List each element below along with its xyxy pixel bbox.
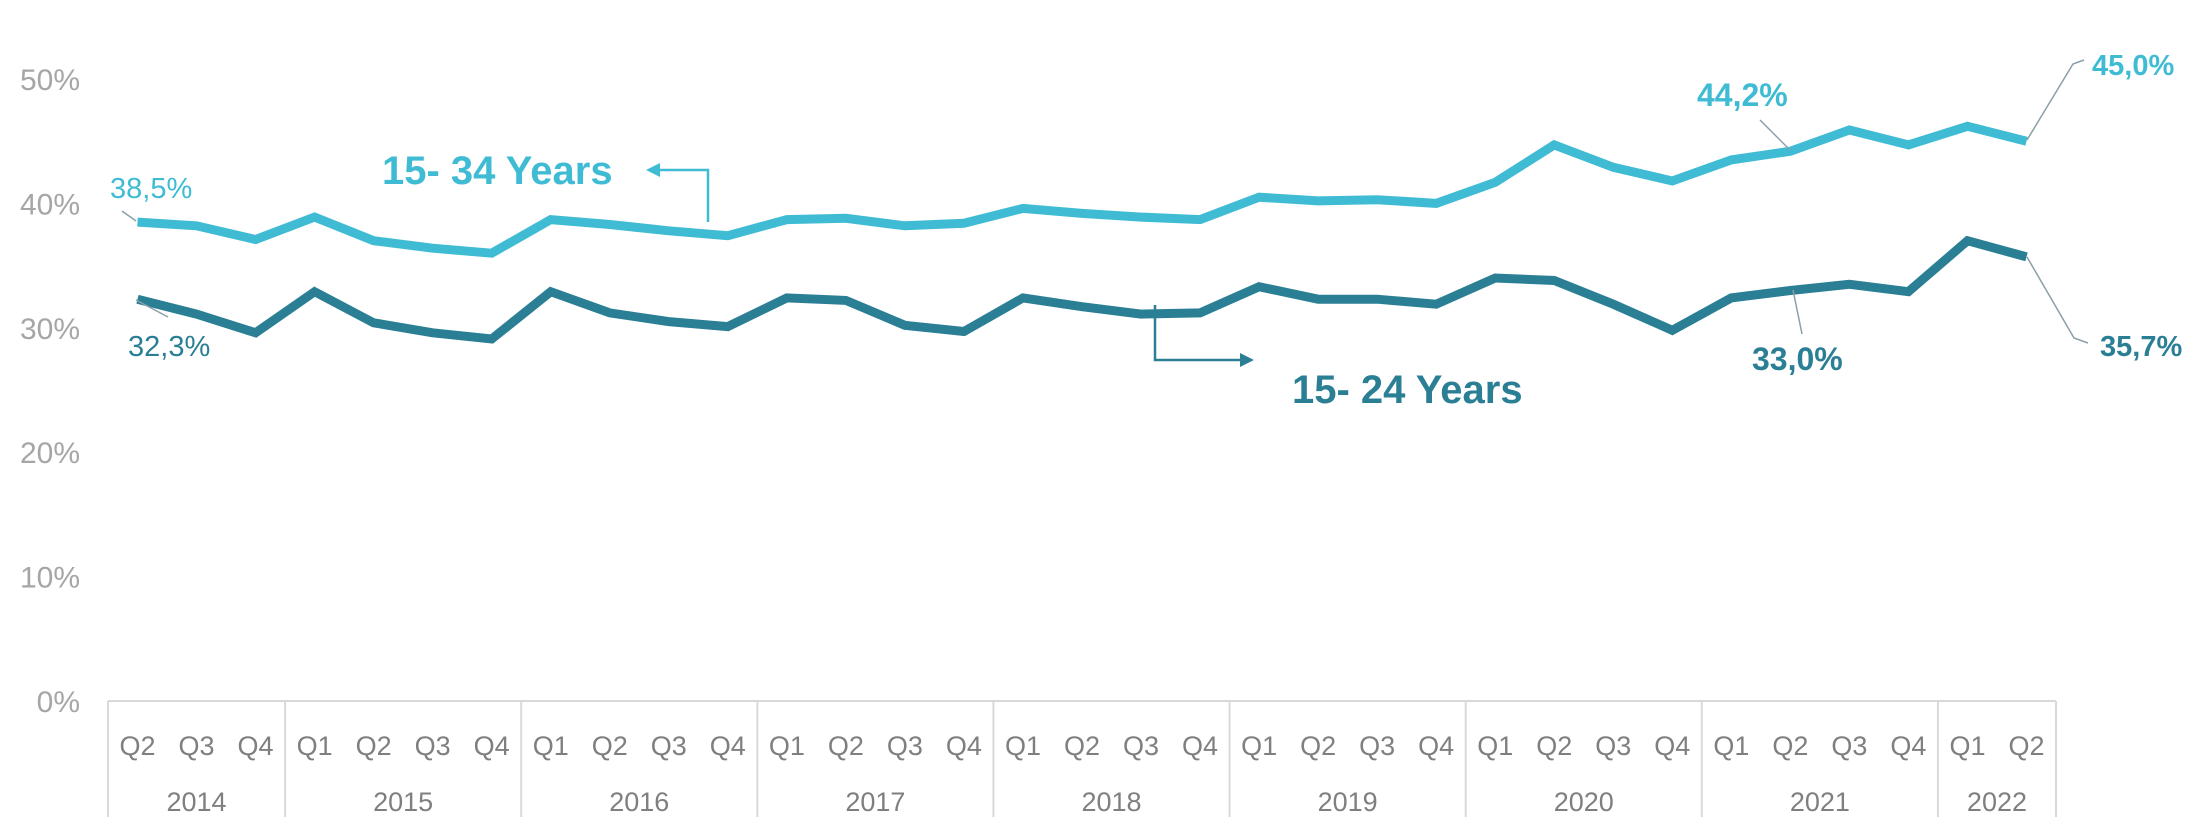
- x-year-label: 2018: [1081, 787, 1141, 817]
- x-tick-label: Q1: [533, 731, 569, 761]
- x-tick-label: Q4: [474, 731, 510, 761]
- series-line-15-34: [137, 121, 2028, 258]
- x-year-label: 2016: [609, 787, 669, 817]
- data-label-15-24-first: 32,3%: [128, 331, 210, 363]
- x-year-label: 2017: [845, 787, 905, 817]
- x-tick-label: Q4: [238, 731, 274, 761]
- x-year-label: 2020: [1554, 787, 1614, 817]
- x-tick-label: Q3: [415, 731, 451, 761]
- x-tick-label: Q3: [651, 731, 687, 761]
- x-tick-label: Q3: [1595, 731, 1631, 761]
- x-axis: Q2 Q3 Q4 Q1 Q2 Q3 Q4 Q1 Q2 Q3 Q4 Q1 Q2 Q3 Q4 Q1 Q2 Q3 Q4 Q1…: [107, 700, 2057, 817]
- plot-area: [136, 121, 2028, 344]
- x-tick-label: Q4: [710, 731, 746, 761]
- x-year-label: 2022: [1967, 787, 2027, 817]
- x-tick-label: Q1: [1713, 731, 1749, 761]
- data-label-15-24-mid: 33,0%: [1752, 341, 1843, 377]
- data-label-15-24-mid-leader: [1792, 289, 1803, 335]
- series-line-15-24: [136, 235, 2028, 344]
- series-label-15-24: 15- 24 Years: [1153, 305, 1523, 412]
- data-label-15-24-last-leader: [2026, 256, 2089, 344]
- series-label-15-34-arrowhead: [646, 163, 660, 177]
- data-label-15-34-first: 38,5%: [110, 173, 192, 205]
- data-label-15-34-last: 45,0%: [2092, 50, 2174, 82]
- x-tick-label: Q1: [297, 731, 333, 761]
- x-tick-label: Q1: [769, 731, 805, 761]
- data-label-15-24-last: 35,7%: [2100, 331, 2182, 363]
- x-tick-label: Q2: [356, 731, 392, 761]
- y-tick-label: 0%: [37, 686, 80, 719]
- x-tick-label: Q2: [828, 731, 864, 761]
- data-label-15-34-first-leader: [121, 210, 137, 222]
- x-tick-label: Q1: [1477, 731, 1513, 761]
- x-tick-label: Q2: [1536, 731, 1572, 761]
- x-tick-label: Q4: [1418, 731, 1454, 761]
- x-tick-label: Q2: [119, 731, 155, 761]
- data-label-15-34-mid: 44,2%: [1697, 77, 1788, 113]
- x-tick-label: Q4: [1890, 731, 1926, 761]
- x-tick-label: Q1: [1241, 731, 1277, 761]
- x-tick-label: Q3: [1123, 731, 1159, 761]
- series-label-15-24-text: 15- 24 Years: [1292, 368, 1523, 412]
- x-tick-label: Q2: [2008, 731, 2044, 761]
- x-tick-label: Q4: [1654, 731, 1690, 761]
- x-year-label: 2014: [167, 787, 227, 817]
- x-tick-label: Q3: [887, 731, 923, 761]
- y-tick-label: 50%: [20, 64, 80, 97]
- y-tick-label: 40%: [20, 188, 80, 221]
- series-label-15-34-arrow: [658, 168, 710, 222]
- y-tick-label: 10%: [20, 562, 80, 595]
- data-label-15-34-mid-leader: [1759, 119, 1791, 151]
- x-tick-label: Q1: [1005, 731, 1041, 761]
- x-tick-label: Q3: [1831, 731, 1867, 761]
- series-label-15-34-text: 15- 34 Years: [382, 149, 613, 193]
- y-axis: 0% 10% 20% 30% 40% 50%: [20, 64, 80, 719]
- x-tick-label: Q4: [1182, 731, 1218, 761]
- x-tick-label: Q4: [946, 731, 982, 761]
- x-year-label: 2021: [1790, 787, 1850, 817]
- data-label-15-24-first-leader: [135, 299, 169, 318]
- x-tick-label: Q2: [1300, 731, 1336, 761]
- series-label-15-34: 15- 34 Years: [382, 149, 710, 222]
- y-tick-label: 30%: [20, 313, 80, 346]
- x-tick-label: Q1: [1949, 731, 1985, 761]
- x-tick-label: Q2: [1064, 731, 1100, 761]
- x-year-label: 2019: [1318, 787, 1378, 817]
- series-label-15-24-arrow: [1153, 305, 1242, 362]
- data-label-15-34-last-leader: [2026, 59, 2085, 141]
- x-tick-label: Q2: [592, 731, 628, 761]
- x-tick-label: Q3: [1359, 731, 1395, 761]
- x-tick-label: Q3: [179, 731, 215, 761]
- y-tick-label: 20%: [20, 437, 80, 470]
- series-label-15-24-arrowhead: [1240, 353, 1254, 367]
- x-tick-label: Q2: [1772, 731, 1808, 761]
- x-year-label: 2015: [373, 787, 433, 817]
